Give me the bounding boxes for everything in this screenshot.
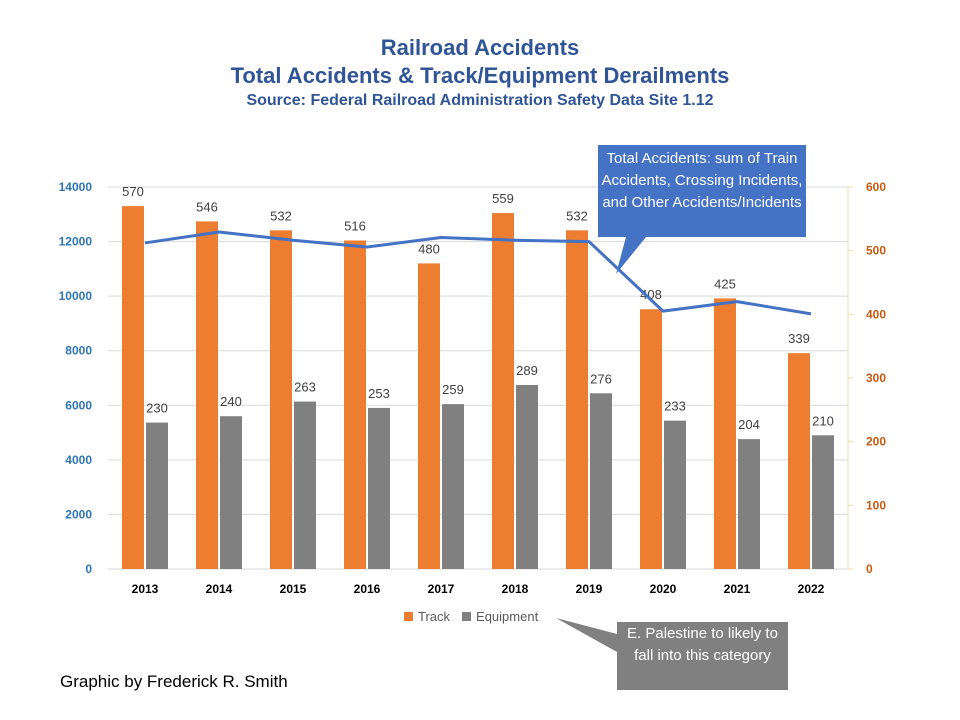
bar-equipment xyxy=(294,401,316,569)
bar-label-track: 339 xyxy=(788,331,810,346)
total-line xyxy=(144,230,812,316)
bar-label-track: 425 xyxy=(714,276,736,291)
bar-equipment xyxy=(368,407,390,569)
bar-equipment xyxy=(442,404,464,569)
y-right-tick-label: 100 xyxy=(866,498,886,512)
y-left-tick-label: 12000 xyxy=(59,235,93,249)
bar-track xyxy=(122,206,144,569)
legend: Track Equipment xyxy=(404,609,550,624)
x-tick-label: 2014 xyxy=(206,582,233,596)
legend-label-track: Track xyxy=(418,609,451,624)
total-accidents-callout: Total Accidents: sum of Train Accidents,… xyxy=(598,145,806,237)
gray-callout-pointer xyxy=(556,618,617,652)
legend-swatch-track xyxy=(404,612,413,621)
bar-equipment xyxy=(146,422,168,569)
y-left-tick-label: 6000 xyxy=(65,398,92,412)
east-palestine-callout: E. Palestine to likely to fall into this… xyxy=(617,622,788,690)
total-accidents-line xyxy=(144,230,812,316)
y-left-tick-label: 10000 xyxy=(59,289,93,303)
bar-label-track: 532 xyxy=(270,208,292,223)
y-right-tick-label: 500 xyxy=(866,244,886,258)
bar-track xyxy=(196,221,218,569)
bar-label-equipment: 289 xyxy=(516,363,538,378)
y-right-tick-label: 400 xyxy=(866,307,886,321)
x-tick-label: 2016 xyxy=(354,582,381,596)
bar-track xyxy=(640,309,662,569)
y-left-tick-label: 0 xyxy=(85,562,92,576)
bar-label-track: 480 xyxy=(418,241,440,256)
bar-track xyxy=(788,353,810,569)
bar-label-equipment: 233 xyxy=(664,399,686,414)
bar-equipment xyxy=(220,416,242,569)
bar-label-equipment: 259 xyxy=(442,382,464,397)
legend-label-equipment: Equipment xyxy=(476,609,539,624)
bar-label-track: 532 xyxy=(566,208,588,223)
x-tick-label: 2018 xyxy=(502,582,529,596)
bar-label-equipment: 263 xyxy=(294,380,316,395)
bar-label-track: 516 xyxy=(344,218,366,233)
bar-label-equipment: 204 xyxy=(738,417,760,432)
y-right-tick-label: 200 xyxy=(866,435,886,449)
legend-item-track: Track xyxy=(404,609,450,624)
x-tick-label: 2020 xyxy=(650,582,677,596)
credit-text: Graphic by Frederick R. Smith xyxy=(60,672,288,691)
chart-subtitle: Total Accidents & Track/Equipment Derail… xyxy=(230,63,730,88)
x-tick-label: 2022 xyxy=(798,582,825,596)
y-left-tick-label: 8000 xyxy=(65,344,92,358)
axes: 0 2000 4000 6000 8000 10000 12000 14000 0 100 200 3… xyxy=(59,180,887,596)
bar-track xyxy=(418,263,440,569)
blue-callout-pointer xyxy=(616,237,646,274)
x-tick-label: 2021 xyxy=(724,582,751,596)
bar-label-equipment: 276 xyxy=(590,371,612,386)
y-left-tick-label: 4000 xyxy=(65,453,92,467)
x-tick-label: 2017 xyxy=(428,582,455,596)
y-left-tick-label: 14000 xyxy=(59,180,93,194)
bar-track xyxy=(566,230,588,569)
bar-equipment xyxy=(516,385,538,569)
bar-equipment xyxy=(738,439,760,569)
bar-track xyxy=(270,230,292,569)
legend-swatch-equipment xyxy=(462,612,472,621)
bar-track xyxy=(714,298,736,569)
bar-track xyxy=(344,240,366,570)
x-tick-label: 2013 xyxy=(132,582,159,596)
bar-label-track: 408 xyxy=(640,287,662,302)
bars xyxy=(122,206,834,570)
x-tick-label: 2019 xyxy=(576,582,603,596)
bar-labels: 570 230 546 240 532 263 516 253 480 259 559 289 532 2… xyxy=(122,184,834,432)
chart-source: Source: Federal Railroad Administration … xyxy=(246,92,714,109)
bar-label-equipment: 240 xyxy=(220,394,242,409)
bar-label-equipment: 210 xyxy=(812,413,834,428)
bar-equipment xyxy=(812,435,834,569)
chart-title: Railroad Accidents xyxy=(380,35,580,60)
callout-pointers xyxy=(556,237,646,652)
bar-label-track: 559 xyxy=(492,191,514,206)
legend-item-equipment: Equipment xyxy=(462,609,538,624)
bar-track xyxy=(492,213,514,569)
chart-title-block: Railroad Accidents Total Accidents & Tra… xyxy=(0,34,960,112)
bar-label-track: 570 xyxy=(122,184,144,199)
y-right-tick-label: 600 xyxy=(866,180,886,194)
bar-equipment xyxy=(590,393,612,569)
y-right-tick-label: 0 xyxy=(866,562,873,576)
bar-equipment xyxy=(664,420,686,569)
bar-label-equipment: 230 xyxy=(146,401,168,416)
y-left-tick-label: 2000 xyxy=(65,507,92,521)
bar-label-track: 546 xyxy=(196,199,218,214)
x-tick-label: 2015 xyxy=(280,582,307,596)
bar-label-equipment: 253 xyxy=(368,386,390,401)
y-right-tick-label: 300 xyxy=(866,371,886,385)
